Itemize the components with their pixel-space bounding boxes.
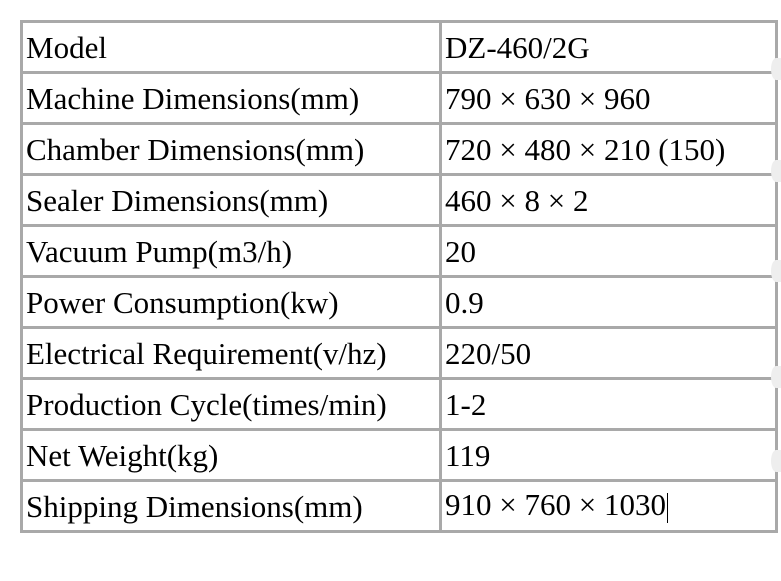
row-value[interactable]: 910 × 760 × 1030 [439,479,778,533]
text-cursor [666,492,668,523]
table-row: Vacuum Pump(m3/h) 20 [20,224,778,278]
row-label: Sealer Dimensions(mm) [20,173,442,227]
row-label: Shipping Dimensions(mm) [20,479,442,533]
watermark-mark [771,58,781,80]
table-row: Production Cycle(times/min) 1-2 [20,377,778,431]
row-value: 20 [439,224,778,278]
row-label: Vacuum Pump(m3/h) [20,224,442,278]
row-label: Production Cycle(times/min) [20,377,442,431]
watermark-mark [771,366,781,388]
row-value: 1-2 [439,377,778,431]
row-value: 0.9 [439,275,778,329]
row-label: Model [20,20,442,74]
row-label: Chamber Dimensions(mm) [20,122,442,176]
table-row: Model DZ-460/2G [20,20,778,74]
table-row: Machine Dimensions(mm) 790 × 630 × 960 [20,71,778,125]
row-value: 720 × 480 × 210 (150) [439,122,778,176]
row-label: Power Consumption(kw) [20,275,442,329]
watermark-mark [771,260,781,282]
table-row: Power Consumption(kw) 0.9 [20,275,778,329]
table-row: Chamber Dimensions(mm) 720 × 480 × 210 (… [20,122,778,176]
table-row: Electrical Requirement(v/hz) 220/50 [20,326,778,380]
row-label: Electrical Requirement(v/hz) [20,326,442,380]
row-value: 790 × 630 × 960 [439,71,778,125]
watermark-mark [771,450,781,472]
row-label: Machine Dimensions(mm) [20,71,442,125]
table-row: Sealer Dimensions(mm) 460 × 8 × 2 [20,173,778,227]
row-label: Net Weight(kg) [20,428,442,482]
row-value-text: 910 × 760 × 1030 [445,487,666,523]
row-value: 220/50 [439,326,778,380]
watermark-mark [771,160,781,182]
table-row: Shipping Dimensions(mm) 910 × 760 × 1030 [20,479,778,533]
spec-table: Model DZ-460/2G Machine Dimensions(mm) 7… [20,20,778,533]
row-value: 119 [439,428,778,482]
row-value: DZ-460/2G [439,20,778,74]
row-value: 460 × 8 × 2 [439,173,778,227]
table-row: Net Weight(kg) 119 [20,428,778,482]
